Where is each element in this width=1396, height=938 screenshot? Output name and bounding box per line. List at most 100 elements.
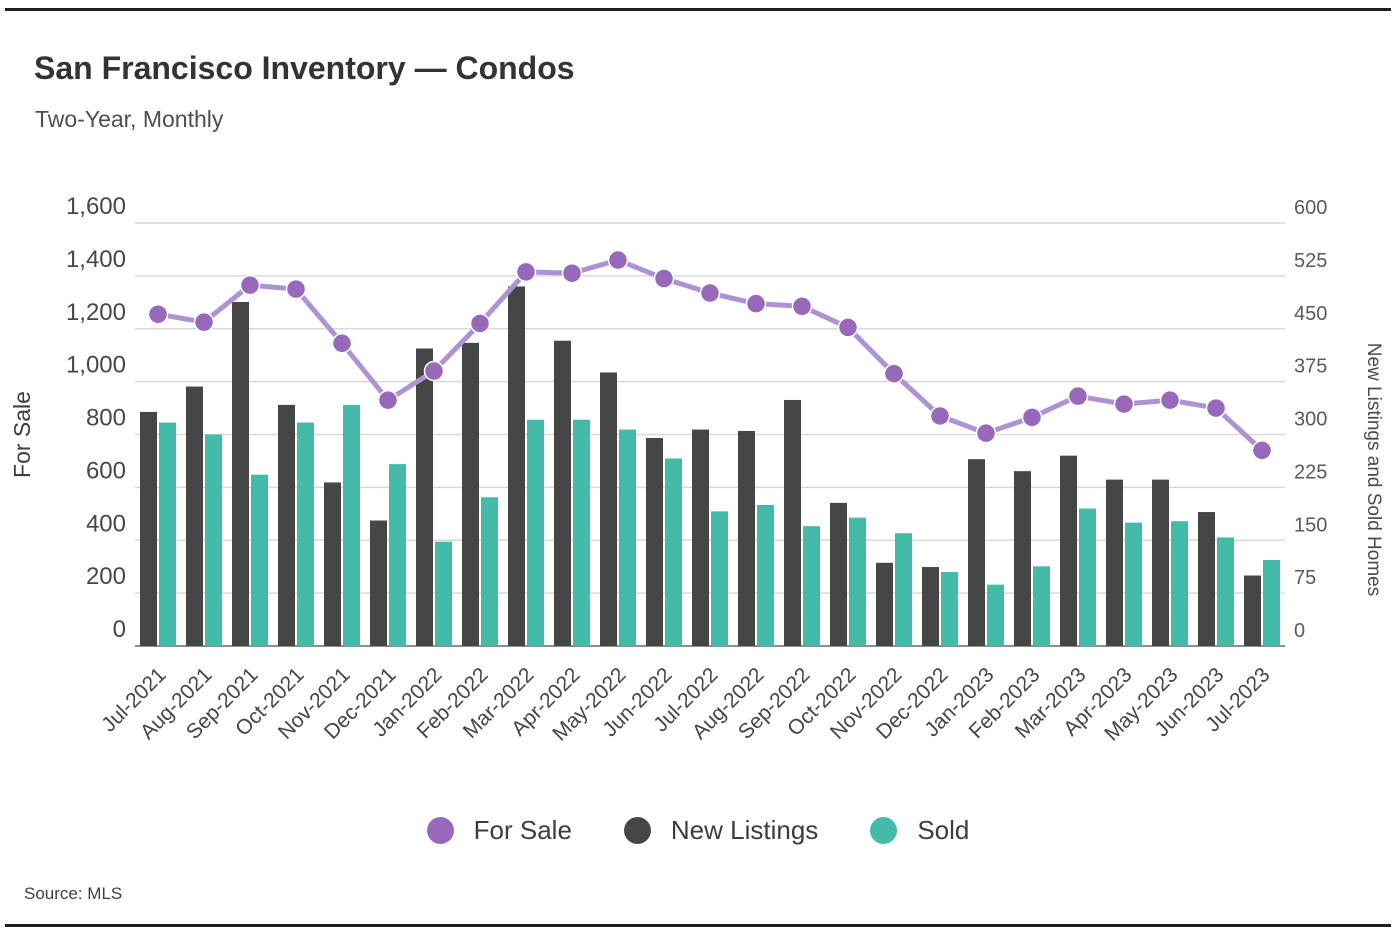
bar-sold [481,497,498,646]
bar-sold [205,434,222,646]
right-axis-tick-label: 525 [1294,250,1327,272]
bar-new-listings [1014,471,1031,646]
bar-sold [1033,566,1050,646]
bar-new-listings [1244,575,1261,646]
point-for-sale [1067,385,1089,407]
point-for-sale [699,282,721,304]
point-for-sale [331,333,353,354]
point-for-sale [515,261,537,283]
point-for-sale [193,311,215,333]
bar-sold [1263,559,1280,646]
top-border-rule [5,8,1391,11]
left-axis-tick-label: 0 [113,616,126,643]
point-for-sale [561,262,583,284]
point-for-sale [285,278,307,300]
point-for-sale [883,363,905,384]
bar-new-listings [830,502,847,646]
point-for-sale [239,274,261,296]
chart-area: 0 0 200 75 400 150 600 225 800 300 1,000 375 1,200 45… [9,193,1384,746]
right-axis-tick-label: 450 [1294,303,1327,325]
right-axis-tick-label: 150 [1294,514,1327,536]
bar-sold [941,571,958,646]
right-axis-tick-label: 600 [1294,197,1327,219]
chart-subtitle: Two-Year, Monthly [35,106,224,132]
bar-new-listings [1060,455,1077,646]
legend-item-new-listings[interactable]: New Listings [623,814,819,846]
left-axis-tick-label: 400 [86,510,126,537]
bar-sold [895,533,912,646]
point-for-sale [1113,393,1135,415]
bar-sold [343,404,360,646]
bar-new-listings [646,438,663,646]
bar-sold [987,584,1004,646]
legend-label: Sold [917,814,970,845]
bar-new-listings [232,301,249,646]
bar-sold [527,419,544,646]
legend-label: For Sale [473,814,572,845]
bar-new-listings [968,459,985,646]
bar-new-listings [1106,479,1123,646]
left-axis-tick-label: 600 [86,457,126,484]
point-for-sale [1021,407,1043,428]
point-for-sale [377,389,399,411]
left-axis-tick-label: 1,400 [66,246,126,273]
bar-new-listings [600,372,617,646]
legend-label: New Listings [670,814,819,845]
point-for-sale [1205,397,1227,419]
bar-sold [619,429,636,646]
bar-sold [803,526,820,646]
bar-sold [297,422,314,646]
bar-new-listings [692,429,709,646]
bar-sold [251,474,268,646]
bar-new-listings [1198,512,1215,646]
bar-new-listings [738,430,755,646]
point-for-sale [469,313,491,334]
bar-sold [711,511,728,646]
bar-sold [435,541,452,646]
point-for-sale [929,405,951,427]
bar-new-listings [922,567,939,646]
source-note: Source: MLS [24,884,123,903]
point-for-sale [1159,389,1181,411]
right-axis-tick-label: 75 [1294,567,1316,589]
point-for-sale [791,296,813,317]
bar-sold [159,422,176,646]
point-for-sale [423,360,445,382]
legend-swatch-icon [870,816,898,844]
chart-canvas: 0 0 200 75 400 150 600 225 800 300 1,000 375 1,200 45… [9,193,1384,746]
legend-swatch-icon [623,816,651,844]
bar-sold [757,505,774,646]
right-axis-tick-label: 300 [1294,409,1327,431]
right-axis-tick-label: 0 [1294,620,1305,642]
bar-sold [1217,537,1234,646]
bar-new-listings [554,340,571,646]
legend-swatch-icon [426,816,454,844]
point-for-sale [1251,440,1273,461]
legend-item-sold[interactable]: Sold [870,815,969,846]
bar-sold [1171,521,1188,646]
left-axis-tick-label: 1,600 [66,193,126,220]
chart-title: San Francisco Inventory — Condos [34,50,575,86]
chart-legend: For Sale New Listings Sold [0,804,1396,856]
bar-sold [573,419,590,646]
bar-new-listings [186,386,203,646]
right-axis-tick-label: 375 [1294,356,1327,378]
bottom-border-rule [5,924,1391,927]
bar-new-listings [508,286,525,646]
left-axis-title: For Sale [9,391,35,478]
right-axis-tick-label: 225 [1294,461,1327,483]
bar-new-listings [278,404,295,646]
point-for-sale [837,317,859,338]
right-axis-title: New Listings and Sold Homes [1363,343,1384,596]
bar-sold [389,464,406,646]
left-axis-tick-label: 800 [86,405,126,432]
bar-new-listings [370,520,387,646]
bar-new-listings [140,411,157,646]
bar-new-listings [416,348,433,646]
bar-sold [1079,508,1096,646]
point-for-sale [975,422,997,444]
bar-new-listings [784,399,801,646]
point-for-sale [745,293,767,314]
legend-item-for-sale[interactable]: For Sale [426,814,572,846]
left-axis-tick-label: 1,000 [66,352,126,379]
